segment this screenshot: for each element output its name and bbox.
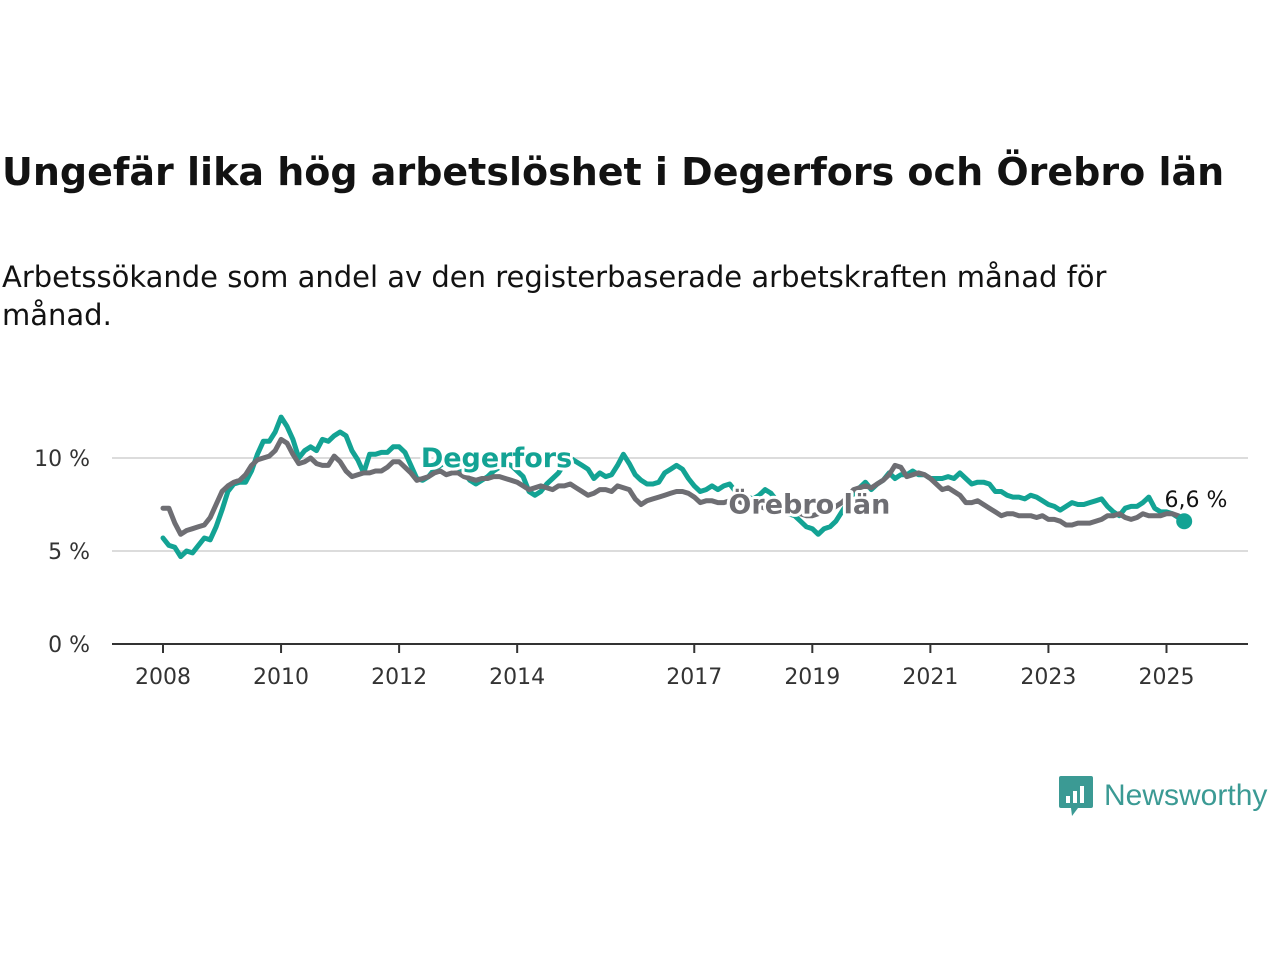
x-tick-label: 2023 [1020, 665, 1076, 690]
series-label-orebro-lan: Örebro län [728, 488, 890, 521]
x-tick-label: 2019 [784, 665, 840, 690]
brand-name: Newsworthy [1104, 779, 1268, 812]
y-tick-label: 10 % [34, 447, 90, 472]
chart-subtitle: Arbetssökande som andel av den registerb… [2, 260, 1107, 332]
end-value-label: 6,6 % [1165, 488, 1228, 513]
series-labels: Degerfors Örebro län 6,6 % [418, 440, 1230, 524]
end-point-marker [1176, 513, 1193, 530]
y-tick-label: 5 % [48, 540, 90, 565]
series-line-degerfors [160, 414, 1187, 560]
x-axis: 2008 2010 2012 2014 2017 2019 2021 2023 2025 [112, 643, 1248, 690]
series-lines [160, 414, 1193, 560]
x-tick-label: 2008 [135, 665, 191, 690]
x-tick-label: 2010 [253, 665, 309, 690]
newsworthy-chart-bubble-icon [1059, 776, 1093, 816]
line-chart: 0 %5 %10 % 2008 2010 2012 2014 2017 2019 2021 2… [34, 414, 1248, 690]
x-tick-label: 2017 [666, 665, 722, 690]
y-tick-label: 0 % [48, 633, 90, 658]
x-tick-label: 2012 [371, 665, 427, 690]
series-label-degerfors: Degerfors [421, 443, 572, 474]
series-line-orebro-lan [160, 436, 1187, 537]
chart-title: Ungefär lika hög arbetslöshet i Degerfor… [2, 150, 1225, 194]
x-tick-label: 2025 [1138, 665, 1194, 690]
y-axis: 0 % 5 % 10 % [34, 447, 90, 658]
x-tick-label: 2021 [902, 665, 958, 690]
newsworthy-logo: Newsworthy [1058, 774, 1267, 818]
x-tick-label: 2014 [489, 665, 545, 690]
